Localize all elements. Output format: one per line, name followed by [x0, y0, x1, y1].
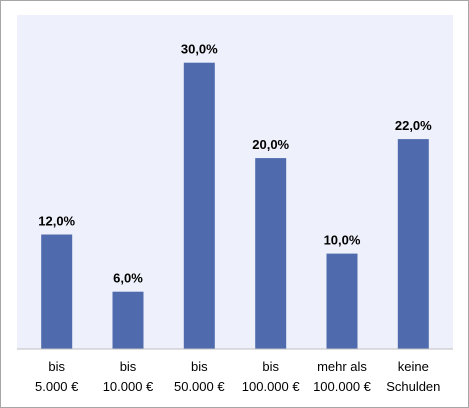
data-label: 10,0%: [324, 233, 361, 248]
x-tick-label: bis: [48, 359, 65, 374]
bar: [41, 234, 73, 349]
data-label: 22,0%: [395, 118, 432, 133]
x-tick-label: 100.000 €: [313, 379, 372, 394]
x-tick-label: mehr als: [317, 359, 367, 374]
bar: [397, 139, 429, 349]
bars-group: [41, 62, 429, 349]
data-label: 20,0%: [252, 137, 289, 152]
bar: [326, 253, 358, 349]
x-tick-label: Schulden: [386, 379, 440, 394]
bar: [183, 62, 215, 349]
data-label: 12,0%: [38, 214, 75, 229]
x-tick-label: bis: [191, 359, 208, 374]
bar: [112, 291, 144, 349]
data-label: 6,0%: [113, 271, 143, 286]
data-labels-group: 12,0% 6,0% 30,0% 20,0% 10,0% 22,0%: [38, 42, 432, 286]
x-tick-label: 10.000 €: [103, 379, 154, 394]
x-tick-label: 100.000 €: [242, 379, 301, 394]
bar: [255, 158, 287, 349]
x-tick-label: keine: [398, 359, 429, 374]
x-tick-label: bis: [120, 359, 137, 374]
data-label: 30,0%: [181, 42, 218, 57]
x-tick-labels-group: bis 5.000 € bis 10.000 € bis 50.000 € bis 100.0…: [35, 359, 440, 394]
x-tick-label: 5.000 €: [35, 379, 79, 394]
x-tick-label: 50.000 €: [174, 379, 225, 394]
x-tick-label: bis: [262, 359, 279, 374]
plot-area: [17, 15, 453, 349]
